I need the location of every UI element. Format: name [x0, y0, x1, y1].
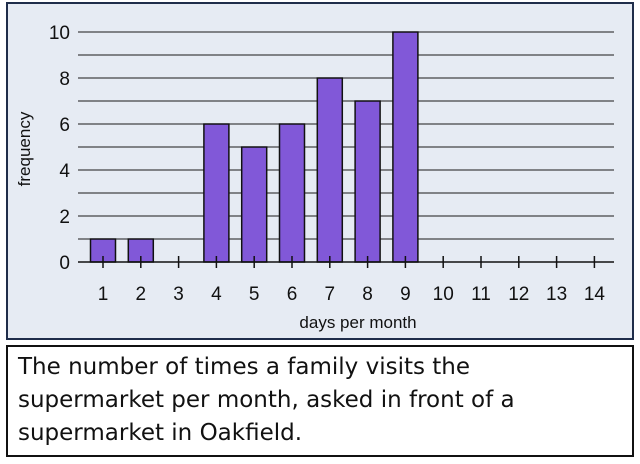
chart-panel: 0 2 4 6 8 10 1 2 3 4 5 6 7 8 9 10 11 12 13 14 frequency da… [6, 2, 634, 340]
y-tick-labels: 0 2 4 6 8 10 [49, 23, 71, 274]
y-tick-label: 8 [59, 69, 70, 90]
y-axis-title: frequency [15, 111, 34, 186]
y-tick-label: 10 [49, 23, 70, 44]
y-tick-label: 6 [59, 115, 70, 136]
x-tick-label: 3 [173, 284, 184, 305]
caption-text: The number of times a family visits the … [18, 354, 515, 446]
y-tick-label: 4 [59, 161, 70, 182]
x-tick-label: 8 [362, 284, 373, 305]
x-axis [78, 256, 614, 268]
y-tick-label: 0 [59, 253, 70, 274]
bar-9 [392, 31, 419, 263]
x-tick-label: 10 [433, 284, 454, 305]
y-tick-label: 2 [59, 207, 70, 228]
x-tick-label: 2 [136, 284, 147, 305]
x-tick-label: 11 [471, 284, 491, 305]
x-tick-label: 4 [211, 284, 222, 305]
bars [89, 31, 419, 263]
bar-8 [354, 100, 381, 263]
x-tick-label: 13 [546, 284, 567, 305]
x-tick-label: 6 [287, 284, 298, 305]
bar-7 [316, 77, 344, 263]
x-tick-labels: 1 2 3 4 5 6 7 8 9 10 11 12 13 14 [98, 284, 606, 305]
x-tick-label: 14 [584, 284, 606, 305]
x-tick-label: 12 [508, 284, 529, 305]
x-tick-label: 5 [249, 284, 260, 305]
bar-4 [203, 123, 230, 263]
x-tick-label: 1 [98, 284, 109, 305]
bar-6 [278, 123, 306, 263]
gridlines [78, 31, 614, 240]
bar-5 [240, 146, 268, 263]
caption-box: The number of times a family visits the … [6, 345, 634, 457]
x-tick-label: 7 [325, 284, 336, 305]
x-axis-title: days per month [299, 313, 416, 332]
x-tick-label: 9 [400, 284, 411, 305]
